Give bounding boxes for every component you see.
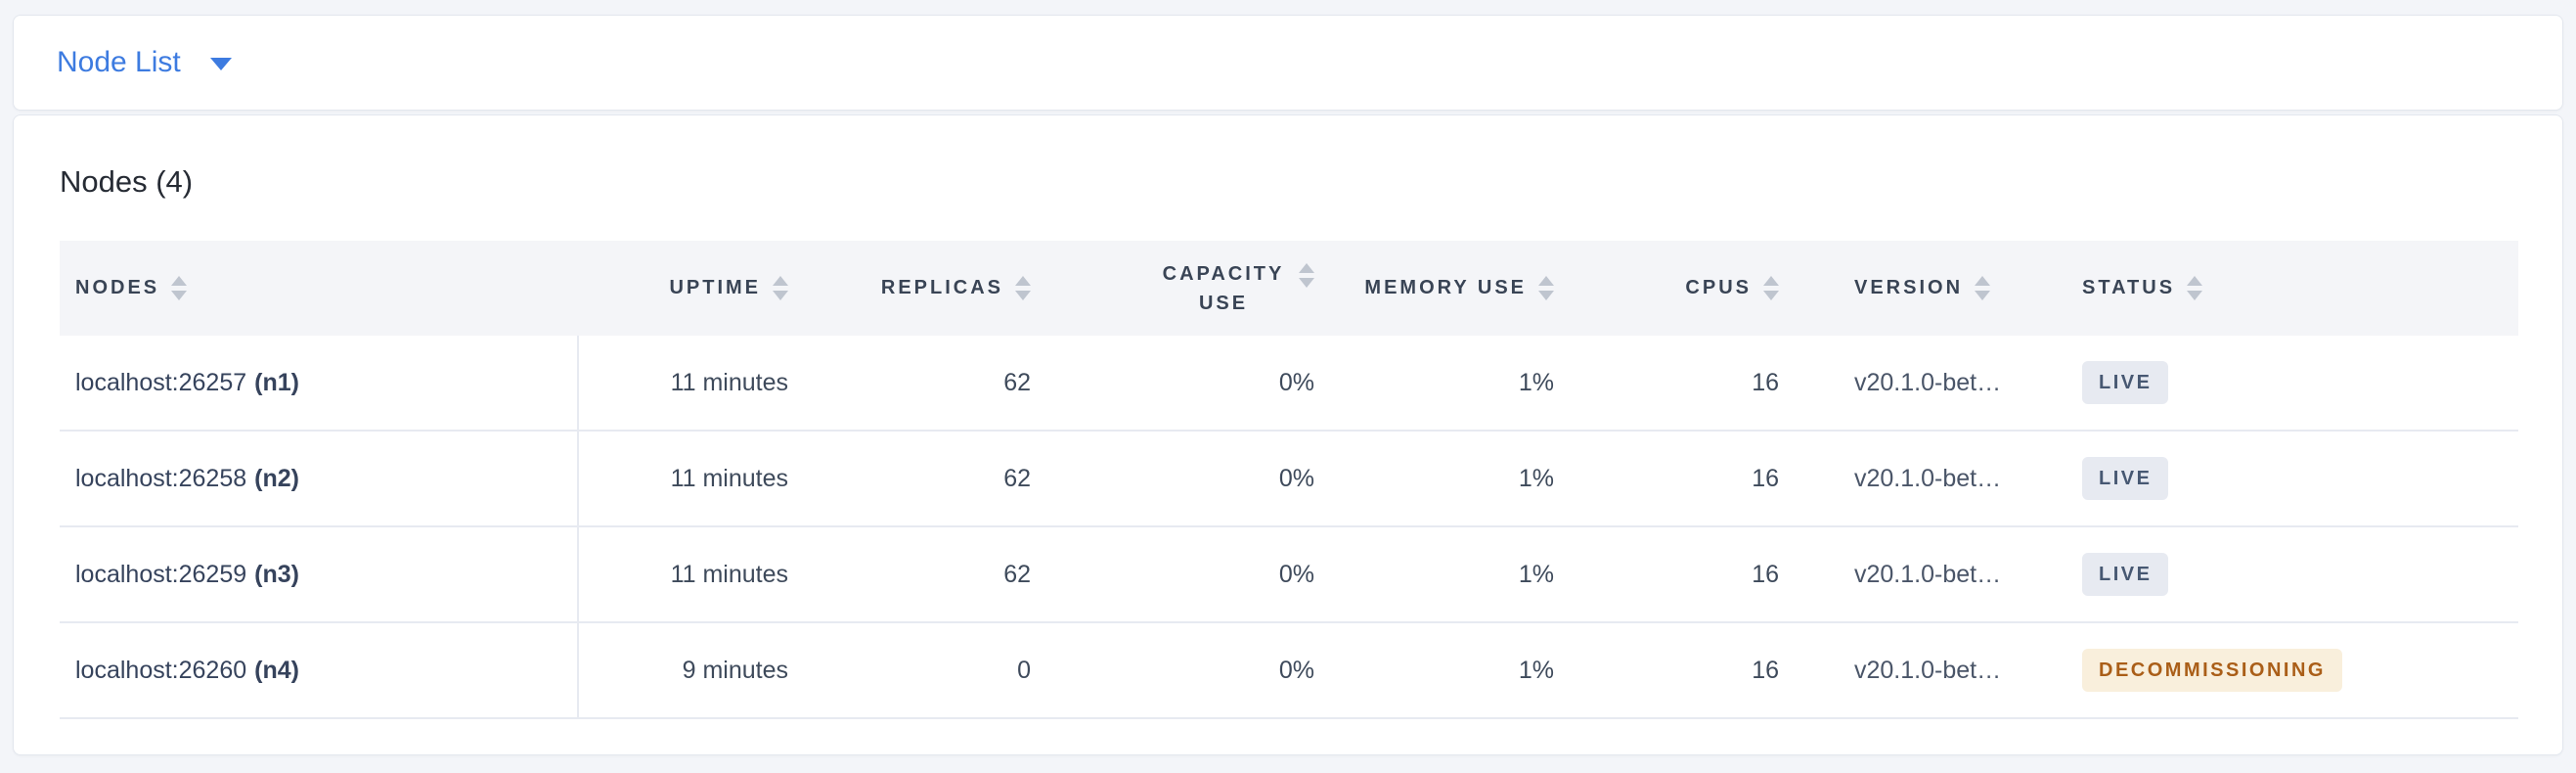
table-row-n2[interactable]: localhost:26258 (n2) 11 minutes 62 0% 1%… bbox=[60, 432, 2518, 527]
column-header-label: CPUs bbox=[1685, 277, 1752, 298]
replicas-cell: 62 bbox=[1003, 560, 1031, 588]
column-header-uptime[interactable]: Uptime bbox=[579, 241, 804, 336]
replicas-cell: 62 bbox=[1003, 464, 1031, 492]
sort-icon[interactable] bbox=[2187, 276, 2203, 300]
column-header-label: Uptime bbox=[669, 277, 761, 298]
uptime-cell: 11 minutes bbox=[670, 464, 788, 492]
column-header-label: Version bbox=[1854, 277, 1964, 298]
column-header-cpus[interactable]: CPUs bbox=[1570, 241, 1795, 336]
sort-icon[interactable] bbox=[773, 276, 788, 300]
column-header-label: Replicas bbox=[880, 277, 1003, 298]
memory-use-cell: 1% bbox=[1518, 464, 1554, 492]
capacity-use-cell: 0% bbox=[1278, 464, 1314, 492]
column-header-nodes[interactable]: Nodes bbox=[60, 241, 579, 336]
table-row-n4[interactable]: localhost:26260 (n4) 9 minutes 0 0% 1% 1… bbox=[60, 623, 2518, 719]
node-list-dropdown[interactable]: Node List bbox=[57, 48, 232, 77]
node-address-cell[interactable]: localhost:26257 (n1) bbox=[60, 336, 579, 430]
node-address: localhost:26259 bbox=[75, 560, 247, 588]
capacity-use-cell: 0% bbox=[1278, 560, 1314, 588]
node-table: Nodes Uptime Replicas Capacity Use Memor… bbox=[60, 241, 2518, 719]
column-header-label: Nodes bbox=[75, 277, 160, 298]
column-header-label: Memory Use bbox=[1364, 277, 1527, 298]
memory-use-cell: 1% bbox=[1518, 656, 1554, 684]
sort-icon[interactable] bbox=[1763, 276, 1779, 300]
version-cell: v20.1.0-bet… bbox=[1854, 560, 2002, 588]
cpus-cell: 16 bbox=[1752, 656, 1779, 684]
status-badge: LIVE bbox=[2082, 361, 2169, 404]
node-id: (n3) bbox=[254, 560, 299, 588]
node-id: (n2) bbox=[254, 464, 299, 492]
view-selector-toolbar: Node List bbox=[13, 15, 2563, 111]
page-title: Nodes (4) bbox=[60, 164, 194, 199]
column-header-status[interactable]: Status bbox=[2066, 241, 2518, 336]
memory-use-cell: 1% bbox=[1518, 560, 1554, 588]
sort-icon[interactable] bbox=[1015, 276, 1031, 300]
version-cell: v20.1.0-bet… bbox=[1854, 464, 2002, 492]
table-row-n1[interactable]: localhost:26257 (n1) 11 minutes 62 0% 1%… bbox=[60, 336, 2518, 432]
replicas-cell: 0 bbox=[1017, 656, 1031, 684]
node-id: (n4) bbox=[254, 656, 299, 684]
cpus-cell: 16 bbox=[1752, 464, 1779, 492]
capacity-use-cell: 0% bbox=[1278, 656, 1314, 684]
column-header-label: Status bbox=[2082, 277, 2176, 298]
sort-icon[interactable] bbox=[171, 276, 188, 300]
column-header-capacity-use[interactable]: Capacity Use bbox=[1046, 241, 1330, 336]
uptime-cell: 11 minutes bbox=[670, 368, 788, 396]
column-header-label: Capacity Use bbox=[1162, 262, 1285, 314]
table-header-row: Nodes Uptime Replicas Capacity Use Memor… bbox=[60, 241, 2518, 336]
replicas-cell: 62 bbox=[1003, 368, 1031, 396]
uptime-cell: 11 minutes bbox=[670, 560, 788, 588]
node-address: localhost:26257 bbox=[75, 368, 247, 396]
status-badge: LIVE bbox=[2082, 457, 2169, 500]
node-address-cell[interactable]: localhost:26259 (n3) bbox=[60, 527, 579, 621]
cpus-cell: 16 bbox=[1752, 560, 1779, 588]
capacity-use-cell: 0% bbox=[1278, 368, 1314, 396]
node-address: localhost:26260 bbox=[75, 656, 247, 684]
column-header-version[interactable]: Version bbox=[1795, 241, 2066, 336]
sort-icon[interactable] bbox=[1975, 276, 1991, 300]
node-address: localhost:26258 bbox=[75, 464, 247, 492]
status-badge: DECOMMISSIONING bbox=[2082, 649, 2342, 692]
memory-use-cell: 1% bbox=[1518, 368, 1554, 396]
node-address-cell[interactable]: localhost:26260 (n4) bbox=[60, 623, 579, 717]
table-body: localhost:26257 (n1) 11 minutes 62 0% 1%… bbox=[60, 336, 2518, 719]
status-cell: LIVE bbox=[2066, 527, 2518, 621]
status-cell: DECOMMISSIONING bbox=[2066, 623, 2518, 717]
sort-icon[interactable] bbox=[1538, 276, 1554, 300]
column-header-memory-use[interactable]: Memory Use bbox=[1330, 241, 1570, 336]
version-cell: v20.1.0-bet… bbox=[1854, 656, 2002, 684]
table-row-n3[interactable]: localhost:26259 (n3) 11 minutes 62 0% 1%… bbox=[60, 527, 2518, 623]
version-cell: v20.1.0-bet… bbox=[1854, 368, 2002, 396]
node-list-panel: Nodes (4) Nodes Uptime Replicas Capacity… bbox=[13, 114, 2563, 755]
column-header-replicas[interactable]: Replicas bbox=[804, 241, 1046, 336]
caret-down-icon bbox=[209, 58, 232, 70]
node-list-dropdown-label: Node List bbox=[57, 46, 181, 78]
node-address-cell[interactable]: localhost:26258 (n2) bbox=[60, 432, 579, 525]
node-id: (n1) bbox=[254, 368, 299, 396]
status-cell: LIVE bbox=[2066, 336, 2518, 430]
status-badge: LIVE bbox=[2082, 553, 2169, 596]
status-cell: LIVE bbox=[2066, 432, 2518, 525]
sort-icon[interactable] bbox=[1299, 263, 1314, 288]
uptime-cell: 9 minutes bbox=[682, 656, 788, 684]
cpus-cell: 16 bbox=[1752, 368, 1779, 396]
